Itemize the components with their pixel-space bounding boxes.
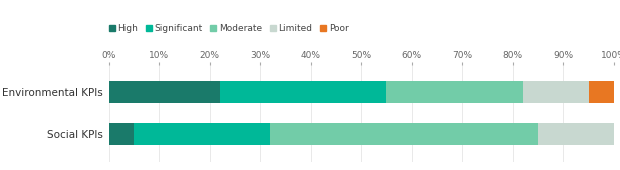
Bar bbox=[108, 81, 219, 103]
Bar bbox=[270, 123, 538, 145]
Bar bbox=[108, 123, 134, 145]
Bar bbox=[219, 81, 386, 103]
Bar bbox=[538, 123, 614, 145]
Bar bbox=[134, 123, 270, 145]
Bar bbox=[386, 81, 523, 103]
Bar bbox=[523, 81, 588, 103]
Legend: High, Significant, Moderate, Limited, Poor: High, Significant, Moderate, Limited, Po… bbox=[108, 24, 348, 33]
Bar bbox=[588, 81, 614, 103]
